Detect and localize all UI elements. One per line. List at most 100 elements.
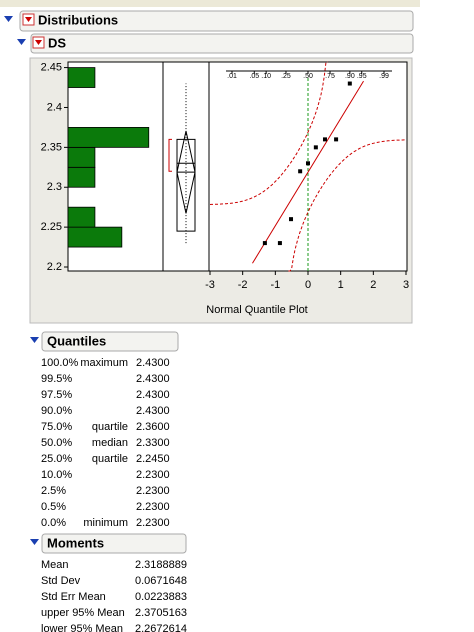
histogram-bar <box>67 146 96 168</box>
margin <box>420 0 474 632</box>
menu-icon <box>35 40 42 45</box>
quantile-point <box>289 217 294 222</box>
menu-icon <box>25 17 32 22</box>
quantile-label: maximum <box>80 357 128 369</box>
outline-header[interactable] <box>41 533 187 554</box>
prob-tick-label: .10 <box>261 73 271 80</box>
disclosure[interactable] <box>30 539 39 545</box>
quantile-point <box>313 145 318 150</box>
moment-label: Mean <box>41 559 69 571</box>
quantile-pct: 0.0% <box>41 517 66 529</box>
quantile-point <box>347 81 352 86</box>
quantile-label: quartile <box>92 421 128 433</box>
quantile-pct: 97.5% <box>41 389 72 401</box>
disclosure[interactable] <box>30 337 39 343</box>
quantile-value: 2.4300 <box>136 373 170 385</box>
quantile-value: 2.2300 <box>136 517 170 529</box>
quantile-pct: 75.0% <box>41 421 72 433</box>
prob-tick-label: .05 <box>249 73 259 80</box>
quantile-pct: 50.0% <box>41 437 72 449</box>
histogram-bar <box>67 206 96 228</box>
quantile-value: 2.3300 <box>136 437 170 449</box>
quantile-pct: 0.5% <box>41 501 66 513</box>
x-tick-label: -1 <box>270 279 280 291</box>
histogram-bar <box>67 127 150 148</box>
moment-value: 0.0671648 <box>135 575 187 587</box>
fit-line <box>252 80 364 264</box>
header-title: Distributions <box>38 12 118 27</box>
y-tick-label: 2.4 <box>47 101 62 113</box>
quantile-value: 2.2300 <box>136 485 170 497</box>
quantile-value: 2.2300 <box>136 469 170 481</box>
mean-diamond <box>176 130 196 214</box>
histogram-bar <box>67 166 96 188</box>
y-tick-label: 2.3 <box>47 181 62 193</box>
quantile-pct: 100.0% <box>41 357 79 369</box>
moments-title: Moments <box>47 535 104 550</box>
quantile-plot-title: Normal Quantile Plot <box>206 304 308 316</box>
confidence-band <box>209 61 328 205</box>
quantile-point <box>298 169 303 174</box>
y-tick-label: 2.35 <box>41 141 62 153</box>
disclosure[interactable] <box>17 39 26 45</box>
quantile-point <box>262 241 267 246</box>
outline-header[interactable] <box>19 10 414 32</box>
prob-tick-label: .90 <box>345 73 355 80</box>
variable-title: DS <box>48 35 66 50</box>
y-tick-label: 2.2 <box>47 261 62 273</box>
x-tick-label: 1 <box>338 279 344 291</box>
quantile-pct: 10.0% <box>41 469 72 481</box>
quantiles-title: Quantiles <box>47 333 106 348</box>
moment-value: 2.3188889 <box>135 559 187 571</box>
y-tick-label: 2.25 <box>41 221 62 233</box>
toolbar <box>0 0 474 7</box>
outline-header[interactable] <box>41 331 179 352</box>
quantile-point <box>322 137 327 142</box>
quantile-value: 2.2450 <box>136 453 170 465</box>
confidence-band <box>288 139 406 272</box>
prob-tick-label: .75 <box>325 73 335 80</box>
histogram-bar <box>67 226 123 248</box>
quantile-value: 2.2300 <box>136 501 170 513</box>
y-tick-label: 2.45 <box>41 61 62 73</box>
x-tick-label: 3 <box>403 279 409 291</box>
outline-header[interactable] <box>30 33 414 54</box>
quantile-value: 2.3600 <box>136 421 170 433</box>
quantile-panel <box>208 61 408 272</box>
quantile-label: minimum <box>83 517 128 529</box>
x-tick-label: -2 <box>238 279 248 291</box>
moment-label: upper 95% Mean <box>41 607 125 619</box>
quantile-point <box>334 137 339 142</box>
moment-value: 2.2672614 <box>135 623 187 632</box>
quantile-pct: 25.0% <box>41 453 72 465</box>
quantile-label: median <box>92 437 128 449</box>
x-tick-label: -3 <box>205 279 215 291</box>
quantile-value: 2.4300 <box>136 357 170 369</box>
quantile-label: quartile <box>92 453 128 465</box>
prob-tick-label: .25 <box>281 73 291 80</box>
prob-tick-label: .01 <box>227 73 237 80</box>
prob-tick-label: .50 <box>303 73 313 80</box>
quantile-pct: 99.5% <box>41 373 72 385</box>
quantile-value: 2.4300 <box>136 389 170 401</box>
box <box>176 138 196 232</box>
prob-tick-label: .99 <box>379 73 389 80</box>
moment-value: 2.3705163 <box>135 607 187 619</box>
histogram-bar <box>67 67 96 88</box>
disclosure[interactable] <box>4 16 13 22</box>
quantile-pct: 2.5% <box>41 485 66 497</box>
quantile-point <box>277 241 282 246</box>
moment-label: Std Err Mean <box>41 591 106 603</box>
moment-label: lower 95% Mean <box>41 623 123 632</box>
moment-label: Std Dev <box>41 575 81 587</box>
quantile-point <box>306 161 310 166</box>
prob-tick-label: .95 <box>357 73 367 80</box>
shortest-half <box>168 138 172 172</box>
moment-value: 0.0223883 <box>135 591 187 603</box>
quantile-value: 2.4300 <box>136 405 170 417</box>
x-tick-label: 0 <box>305 279 311 291</box>
x-tick-label: 2 <box>370 279 376 291</box>
quantile-pct: 90.0% <box>41 405 72 417</box>
